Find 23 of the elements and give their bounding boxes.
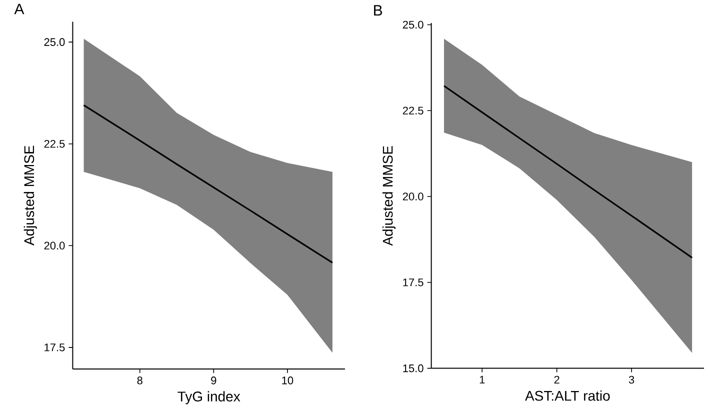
x-axis-title: TyG index [178, 391, 240, 404]
x-axis-title: AST:ALT ratio [525, 390, 610, 401]
y-tick-label: 22.5 [402, 106, 424, 115]
y-tick-label: 25.0 [402, 20, 424, 29]
x-tick-label: 9 [211, 376, 216, 384]
x-tick-label: 10 [282, 376, 294, 384]
chart-title: A [14, 4, 24, 14]
y-axis-title: Adjusted MMSE [382, 146, 396, 246]
y-tick-label: 17.5 [44, 344, 65, 352]
line-series [443, 85, 693, 258]
y-tick-label: 20.0 [44, 242, 65, 250]
line-series [82, 104, 334, 264]
chart-title: B [374, 5, 382, 16]
y-axis-title: Adjusted MMSE [24, 146, 37, 246]
x-tick-label: 3 [628, 376, 634, 384]
x-tick-label: 1 [480, 376, 485, 384]
y-tick-label: 17.5 [403, 278, 424, 286]
y-tick-label: 25.0 [44, 38, 65, 46]
x-tick-label: 8 [137, 376, 142, 384]
y-tick-label: 20.0 [402, 192, 424, 200]
y-tick-label: 22.5 [44, 140, 65, 148]
x-tick-label: 2 [554, 376, 560, 384]
y-tick-label: 15.0 [403, 364, 424, 372]
